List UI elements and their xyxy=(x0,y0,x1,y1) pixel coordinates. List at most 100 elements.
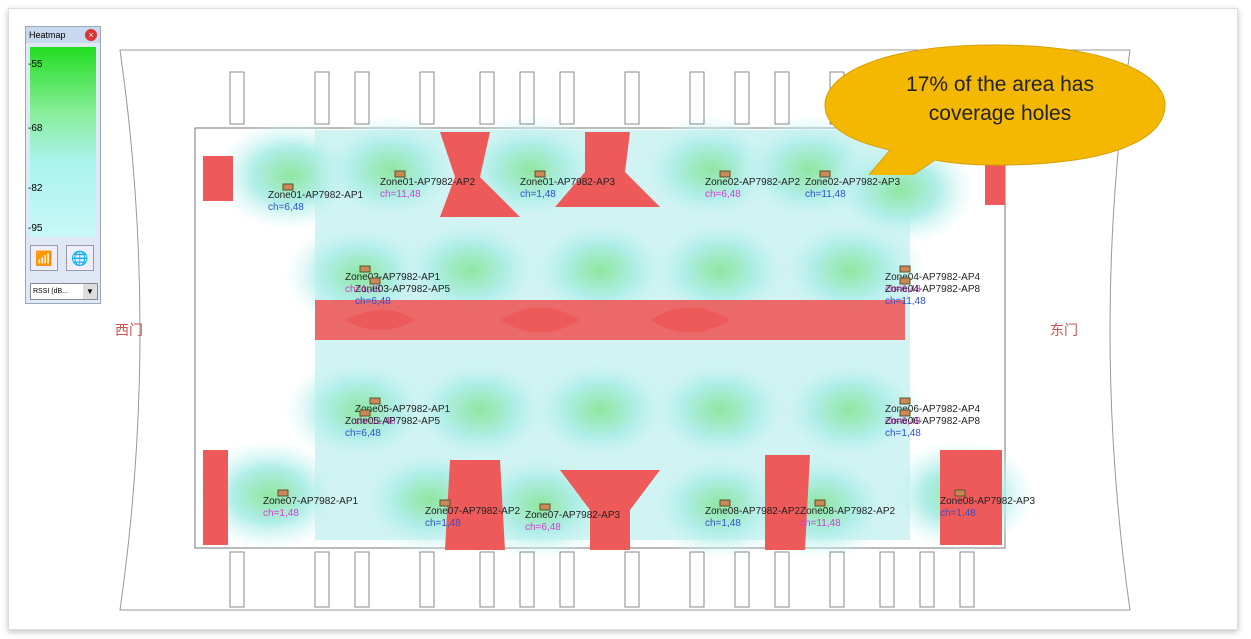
gate xyxy=(354,551,370,608)
gate xyxy=(229,551,245,608)
gate xyxy=(519,551,535,608)
gate xyxy=(354,71,370,125)
callout-bubble xyxy=(824,44,1166,175)
ap-name: Zone07-AP7982-AP3 xyxy=(525,510,621,521)
ap-channel: ch=6,48 xyxy=(705,189,741,200)
ap-name: Zone06-AP7982-AP8 xyxy=(885,416,981,427)
gate xyxy=(314,551,330,608)
ap-channel: ch=6,48 xyxy=(345,428,381,439)
ap-channel: ch=1,48 xyxy=(345,284,381,295)
ap-icon xyxy=(819,170,831,178)
ap-icon xyxy=(282,183,294,191)
coverage-blob xyxy=(775,215,925,325)
ap-icon xyxy=(359,265,371,273)
globe-button[interactable]: 🌐 xyxy=(66,245,94,271)
gate xyxy=(734,71,750,125)
ap-name: Zone08-AP7982-AP2 xyxy=(705,506,801,517)
close-button[interactable]: × xyxy=(85,29,97,41)
gate xyxy=(559,551,575,608)
coverage-blob xyxy=(775,355,925,465)
gate xyxy=(419,551,435,608)
door-label: 东门 xyxy=(1050,322,1078,338)
gate xyxy=(734,551,750,608)
ap-name: Zone05-AP7982-AP1 xyxy=(355,404,451,415)
ap-name: Zone05-AP7982-AP5 xyxy=(345,416,441,427)
ap-icon xyxy=(719,170,731,178)
ap-channel: ch=11,48 xyxy=(800,518,841,529)
gate xyxy=(879,551,895,608)
gate xyxy=(774,551,790,608)
ap-channel: ch=6,48 xyxy=(885,416,921,427)
ap-channel: ch=6,48 xyxy=(355,296,391,307)
ap-name: Zone04-AP7982-AP8 xyxy=(885,284,981,295)
ap-icon xyxy=(899,409,911,417)
scale-label: -82 xyxy=(28,183,43,194)
ap-icon xyxy=(899,277,911,285)
ap-button[interactable]: 📶 xyxy=(30,245,58,271)
callout-text: 17% of the area has coverage holes xyxy=(906,73,1094,125)
ap-name: Zone03-AP7982-AP1 xyxy=(345,272,441,283)
ap-icon xyxy=(899,397,911,405)
ap-channel: ch=6,48 xyxy=(268,202,304,213)
gates xyxy=(229,71,975,608)
access-points: Zone01-AP7982-AP1ch=6,48Zone01-AP7982-AP… xyxy=(263,170,1036,533)
ap-channel: ch=1,48 xyxy=(425,518,461,529)
gate xyxy=(419,71,435,125)
ap-name: Zone01-AP7982-AP1 xyxy=(268,190,364,201)
coverage-blobs xyxy=(195,115,1035,560)
ap-channel: ch=1,48 xyxy=(885,428,921,439)
ap-name: Zone06-AP7982-AP4 xyxy=(885,404,981,415)
gate xyxy=(829,551,845,608)
ap-name: Zone03-AP7982-AP5 xyxy=(355,284,451,295)
ap-icon xyxy=(439,499,451,507)
coverage-blob xyxy=(645,215,795,325)
gate xyxy=(559,71,575,125)
metric-dropdown[interactable]: RSSI (dB... ▼ xyxy=(30,283,98,300)
door-label: 西门 xyxy=(115,322,143,338)
gate xyxy=(624,551,640,608)
coverage-blob xyxy=(645,355,795,465)
ap-name: Zone08-AP7982-AP3 xyxy=(940,496,1036,507)
ap-name: Zone01-AP7982-AP2 xyxy=(380,177,476,188)
ap-icon xyxy=(369,397,381,405)
gate xyxy=(774,71,790,125)
ap-name: Zone07-AP7982-AP2 xyxy=(425,506,521,517)
coverage-holes xyxy=(203,132,1005,550)
gate xyxy=(479,551,495,608)
coverage-blob xyxy=(525,215,675,325)
ap-channel: ch=11,48 xyxy=(805,189,846,200)
ap-channel: ch=11,48 xyxy=(380,189,421,200)
ap-channel: ch=1,48 xyxy=(520,189,556,200)
scale-label: -55 xyxy=(28,59,43,70)
ap-channel: ch=6,48 xyxy=(885,284,921,295)
gate xyxy=(519,71,535,125)
ap-channel: ch=11,48 xyxy=(355,416,396,427)
ap-channel: ch=1,48 xyxy=(940,508,976,519)
ap-icon xyxy=(899,265,911,273)
coverage-blob xyxy=(395,215,545,325)
coverage-blob xyxy=(525,355,675,465)
ap-channel: ch=6,48 xyxy=(525,522,561,533)
ap-name: Zone04-AP7982-AP4 xyxy=(885,272,981,283)
ap-icon xyxy=(534,170,546,178)
gate xyxy=(479,71,495,125)
legend-gradient xyxy=(30,47,96,237)
ap-name: Zone07-AP7982-AP1 xyxy=(263,496,359,507)
coverage-blob xyxy=(315,115,465,225)
ap-icon xyxy=(359,409,371,417)
gate xyxy=(624,71,640,125)
ap-name: Zone08-AP7982-AP2 xyxy=(800,506,896,517)
metric-label: RSSI (dB... xyxy=(33,288,69,295)
gate xyxy=(919,551,935,608)
gate xyxy=(689,551,705,608)
heatmap-legend: Heatmap × -55 -68 -82 -95 📶 🌐 RSSI (dB...… xyxy=(25,26,101,304)
coverage-blob xyxy=(195,440,345,550)
ap-icon xyxy=(814,499,826,507)
gate xyxy=(229,71,245,125)
gate xyxy=(689,71,705,125)
scale-label: -68 xyxy=(28,123,43,134)
ap-icon xyxy=(719,499,731,507)
ap-channel: ch=1,48 xyxy=(705,518,741,529)
